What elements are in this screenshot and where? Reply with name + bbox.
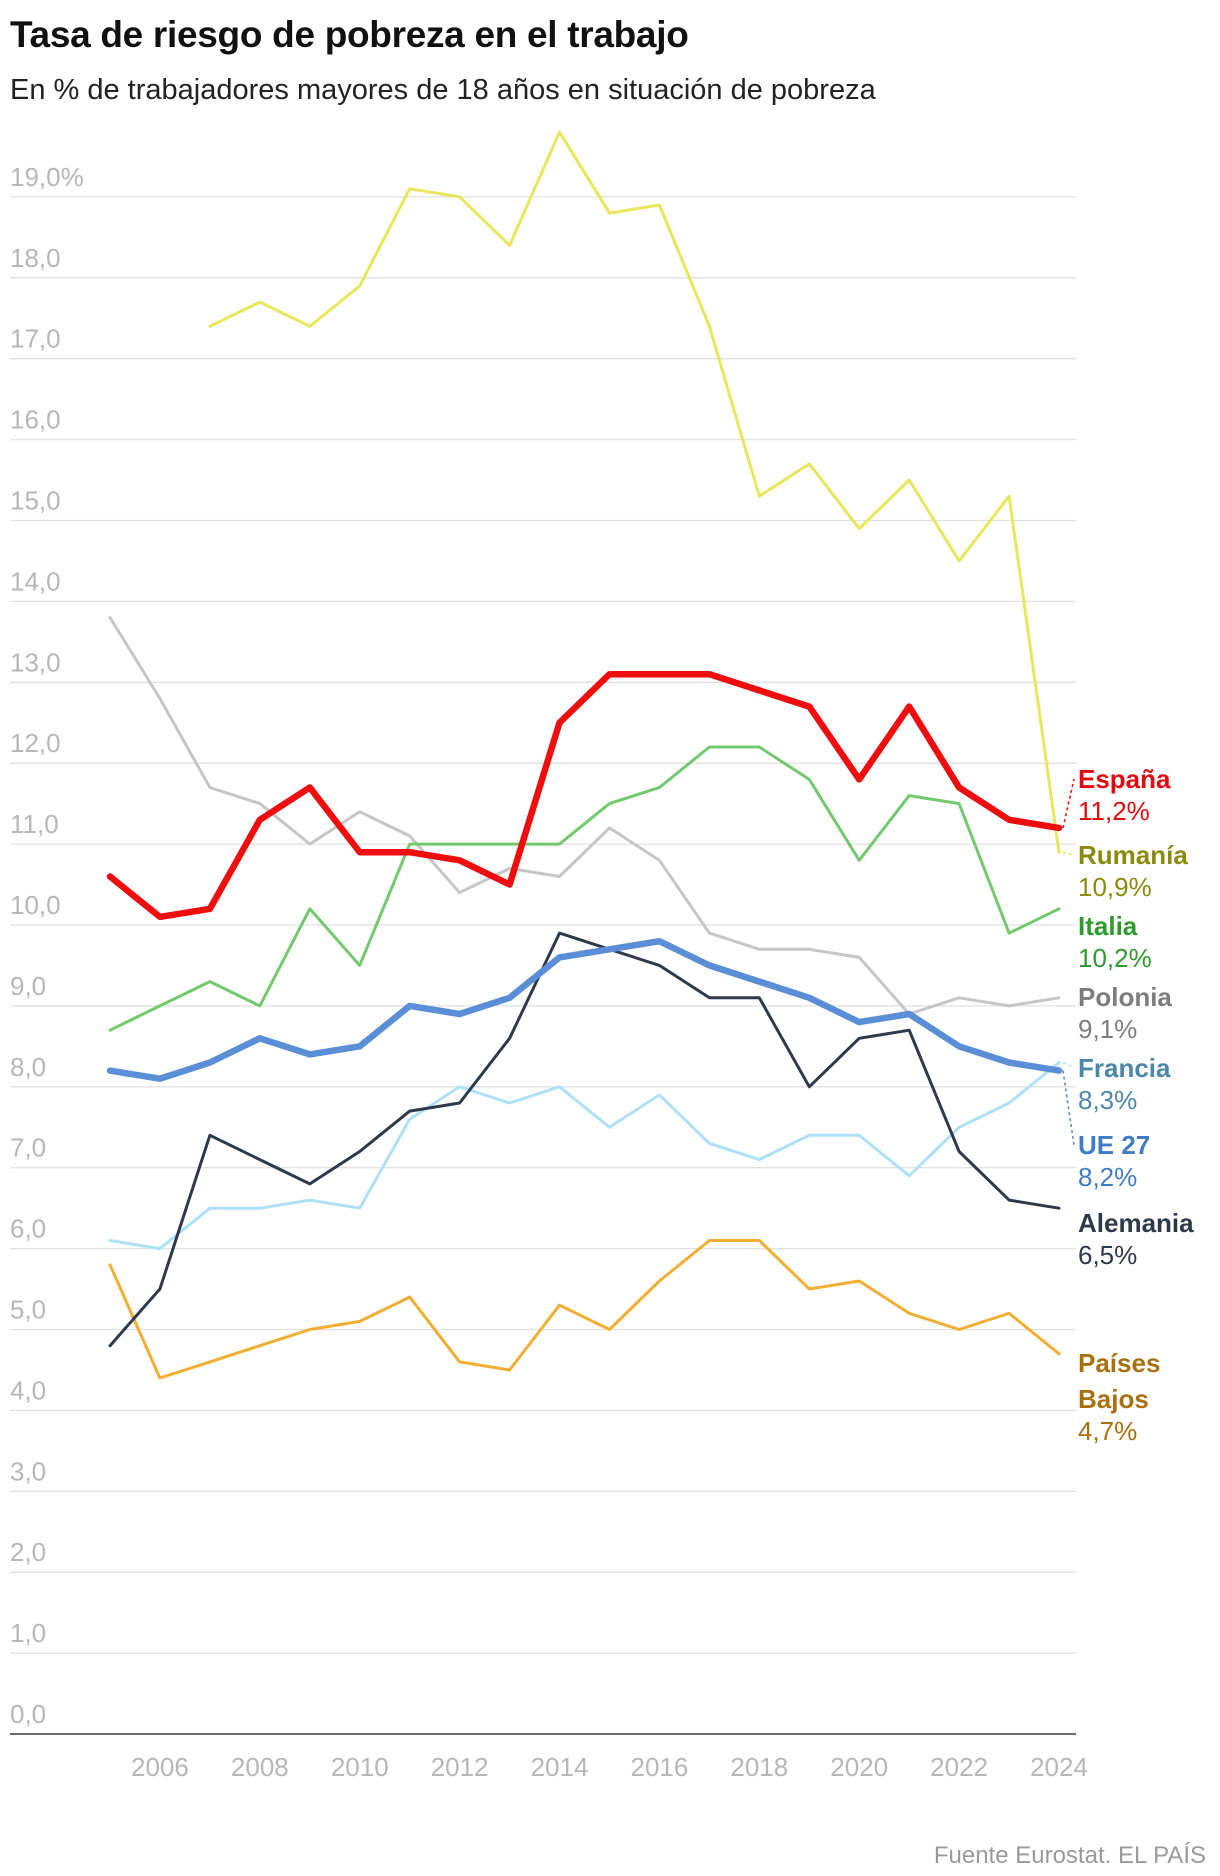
y-tick-label: 8,0: [10, 1052, 46, 1082]
label-leader-ue27: [1062, 1070, 1075, 1146]
series-label-name-francia: Francia: [1078, 1053, 1171, 1083]
y-tick-label: 0,0: [10, 1699, 46, 1729]
x-tick-label: 2010: [331, 1752, 389, 1782]
x-tick-label: 2020: [830, 1752, 888, 1782]
source-note: Fuente Eurostat. EL PAÍS: [933, 1842, 1206, 1869]
series-line-ue27: [106, 937, 1063, 1082]
series-line-polonia: [108, 616, 1061, 1016]
series-line-italia: [108, 745, 1061, 1032]
series-label-name-polonia: Polonia: [1078, 982, 1172, 1012]
x-tick-label: 2014: [531, 1752, 589, 1782]
series-label-value-polonia: 9,1%: [1078, 1014, 1137, 1044]
series-line-rumania: [208, 130, 1061, 854]
grid-layer: 0,0 1,0 2,0 3,0 4,0 5,0 6,0 7,0 8,0 9,0 10,0 11,0 12…: [10, 162, 1088, 1782]
y-tick-label: 19,0%: [10, 162, 84, 192]
series-label-name-paises_bajos: Países: [1078, 1348, 1160, 1378]
x-tick-label: 2006: [131, 1752, 189, 1782]
y-tick-label: 10,0: [10, 890, 61, 920]
label-leader-francia: [1062, 1061, 1075, 1069]
y-tick-label: 17,0: [10, 324, 61, 354]
series-label-name-alemania: Alemania: [1078, 1208, 1194, 1238]
x-tick-label: 2018: [730, 1752, 788, 1782]
chart-subtitle: En % de trabajadores mayores de 18 años …: [10, 74, 876, 106]
series-line-alemania: [108, 931, 1061, 1348]
series-label-value-francia: 8,3%: [1078, 1085, 1137, 1115]
y-tick-label: 9,0: [10, 971, 46, 1001]
series-label-name-ue27: UE 27: [1078, 1130, 1150, 1160]
series-label-value-alemania: 6,5%: [1078, 1240, 1137, 1270]
series-label-value-paises_bajos: 4,7%: [1078, 1416, 1137, 1446]
x-tick-label: 2022: [930, 1752, 988, 1782]
y-tick-label: 13,0: [10, 647, 61, 677]
label-leader-espana: [1062, 778, 1075, 829]
y-tick-label: 15,0: [10, 486, 61, 516]
y-tick-label: 18,0: [10, 243, 61, 273]
y-tick-label: 4,0: [10, 1375, 46, 1405]
series-line-francia: [108, 1061, 1061, 1251]
x-tick-label: 2008: [231, 1752, 289, 1782]
y-tick-label: 11,0: [10, 809, 59, 839]
label-leader-rumania: [1062, 851, 1075, 856]
chart-title: Tasa de riesgo de pobreza en el trabajo: [10, 14, 689, 55]
series-line-espana: [106, 670, 1063, 921]
series-label-value-italia: 10,2%: [1078, 943, 1152, 973]
x-tick-label: 2012: [431, 1752, 489, 1782]
series-label-value-ue27: 8,2%: [1078, 1162, 1137, 1192]
x-tick-label: 2024: [1030, 1752, 1088, 1782]
y-tick-label: 5,0: [10, 1295, 46, 1325]
y-tick-label: 14,0: [10, 566, 61, 596]
y-tick-label: 3,0: [10, 1456, 46, 1486]
y-tick-label: 12,0: [10, 728, 61, 758]
series-label-name-rumania: Rumanía: [1078, 840, 1188, 870]
y-tick-label: 1,0: [10, 1618, 46, 1648]
series-layer: [106, 130, 1063, 1380]
y-tick-label: 16,0: [10, 405, 61, 435]
y-tick-label: 6,0: [10, 1214, 46, 1244]
x-tick-label: 2016: [630, 1752, 688, 1782]
series-label-value-rumania: 10,9%: [1078, 872, 1152, 902]
series-line-paises_bajos: [108, 1239, 1061, 1380]
series-label-value-espana: 11,2%: [1078, 796, 1150, 826]
series-label-name-paises_bajos: Bajos: [1078, 1384, 1149, 1414]
series-label-name-espana: España: [1078, 764, 1171, 794]
y-tick-label: 7,0: [10, 1133, 46, 1163]
series-label-name-italia: Italia: [1078, 911, 1138, 941]
y-tick-label: 2,0: [10, 1537, 46, 1567]
